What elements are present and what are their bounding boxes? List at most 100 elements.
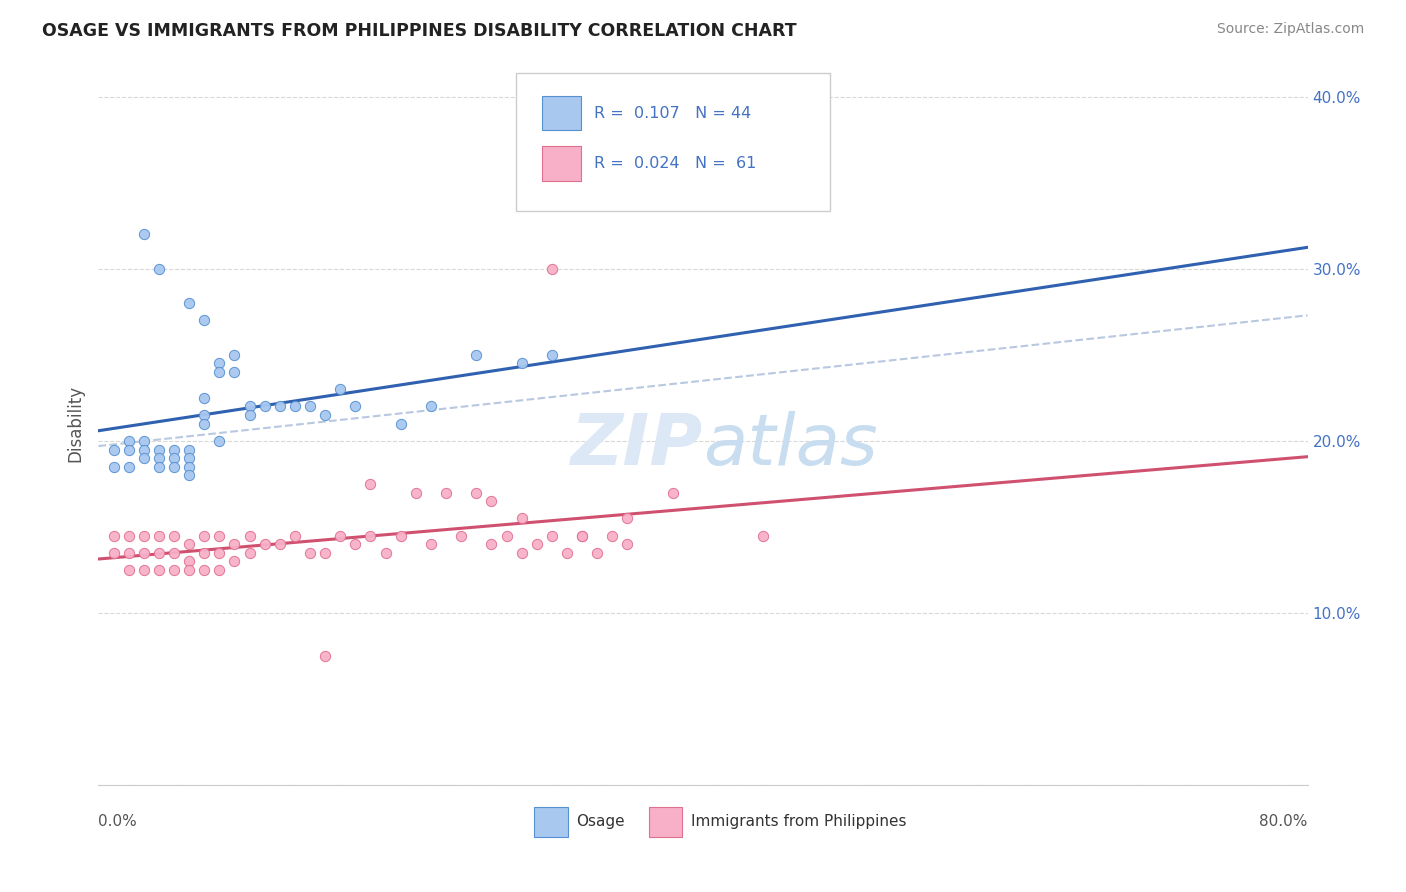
Point <box>661 485 683 500</box>
Point <box>132 227 155 242</box>
Point <box>571 528 593 542</box>
Point <box>253 537 276 551</box>
Point <box>118 546 141 560</box>
Point <box>526 537 548 551</box>
Point <box>193 563 215 577</box>
Point <box>540 528 562 542</box>
Point <box>148 451 170 466</box>
Point <box>420 537 443 551</box>
Point <box>360 476 382 491</box>
Point <box>179 442 201 457</box>
Point <box>163 459 186 474</box>
Point <box>360 528 382 542</box>
Point <box>374 546 396 560</box>
Text: R =  0.107   N = 44: R = 0.107 N = 44 <box>595 105 751 120</box>
Point <box>555 546 578 560</box>
Point <box>571 528 593 542</box>
Point <box>224 554 246 568</box>
Point <box>510 356 533 371</box>
Point <box>239 400 262 414</box>
Point <box>224 365 246 379</box>
Point <box>193 408 215 422</box>
FancyBboxPatch shape <box>516 73 830 211</box>
Point <box>179 554 201 568</box>
Point <box>314 546 336 560</box>
Point <box>148 442 170 457</box>
Point <box>314 648 336 663</box>
Point <box>616 511 638 525</box>
Point <box>132 442 155 457</box>
Point <box>450 528 472 542</box>
Point <box>224 537 246 551</box>
Point <box>118 442 141 457</box>
Point <box>239 528 262 542</box>
Point <box>148 528 170 542</box>
Point <box>314 408 336 422</box>
Point <box>510 546 533 560</box>
Point <box>132 546 155 560</box>
Bar <box>534 806 568 837</box>
Point <box>103 459 125 474</box>
Point <box>481 494 503 508</box>
Point <box>148 261 170 276</box>
Point <box>118 528 141 542</box>
Point <box>465 485 488 500</box>
Point <box>148 546 170 560</box>
Point <box>329 528 352 542</box>
Point <box>132 563 155 577</box>
Point <box>284 528 307 542</box>
Point <box>163 442 186 457</box>
Point <box>148 459 170 474</box>
Point <box>253 400 276 414</box>
Text: atlas: atlas <box>703 411 877 480</box>
Point <box>132 434 155 448</box>
Point <box>586 546 609 560</box>
Point <box>163 563 186 577</box>
Point <box>103 546 125 560</box>
Point <box>193 313 215 327</box>
Point <box>299 400 322 414</box>
Point <box>752 528 775 542</box>
Point <box>510 511 533 525</box>
Point <box>405 485 427 500</box>
Bar <box>543 95 581 130</box>
Point <box>208 356 231 371</box>
Point <box>602 528 624 542</box>
Point <box>132 451 155 466</box>
Text: OSAGE VS IMMIGRANTS FROM PHILIPPINES DISABILITY CORRELATION CHART: OSAGE VS IMMIGRANTS FROM PHILIPPINES DIS… <box>42 22 797 40</box>
Point <box>269 537 291 551</box>
Point <box>179 451 201 466</box>
Point <box>193 417 215 431</box>
Point <box>481 537 503 551</box>
Text: ZIP: ZIP <box>571 411 703 480</box>
Point <box>103 528 125 542</box>
Point <box>284 400 307 414</box>
Point <box>103 442 125 457</box>
Point <box>540 348 562 362</box>
Point <box>208 365 231 379</box>
Point <box>193 528 215 542</box>
Point <box>269 400 291 414</box>
Point <box>193 546 215 560</box>
Point <box>179 468 201 483</box>
Point <box>344 537 367 551</box>
Point <box>179 459 201 474</box>
Point <box>193 391 215 405</box>
Point <box>299 546 322 560</box>
Point <box>495 528 517 542</box>
Point <box>329 382 352 396</box>
Point <box>465 348 488 362</box>
Point <box>208 434 231 448</box>
Point <box>163 546 186 560</box>
Point <box>344 400 367 414</box>
Text: 0.0%: 0.0% <box>98 814 138 829</box>
Bar <box>648 806 682 837</box>
Y-axis label: Disability: Disability <box>66 385 84 462</box>
Text: R =  0.024   N =  61: R = 0.024 N = 61 <box>595 156 756 171</box>
Point <box>434 485 457 500</box>
Point <box>420 400 443 414</box>
Point <box>132 528 155 542</box>
Point <box>118 459 141 474</box>
Point <box>208 528 231 542</box>
Text: Immigrants from Philippines: Immigrants from Philippines <box>690 814 907 830</box>
